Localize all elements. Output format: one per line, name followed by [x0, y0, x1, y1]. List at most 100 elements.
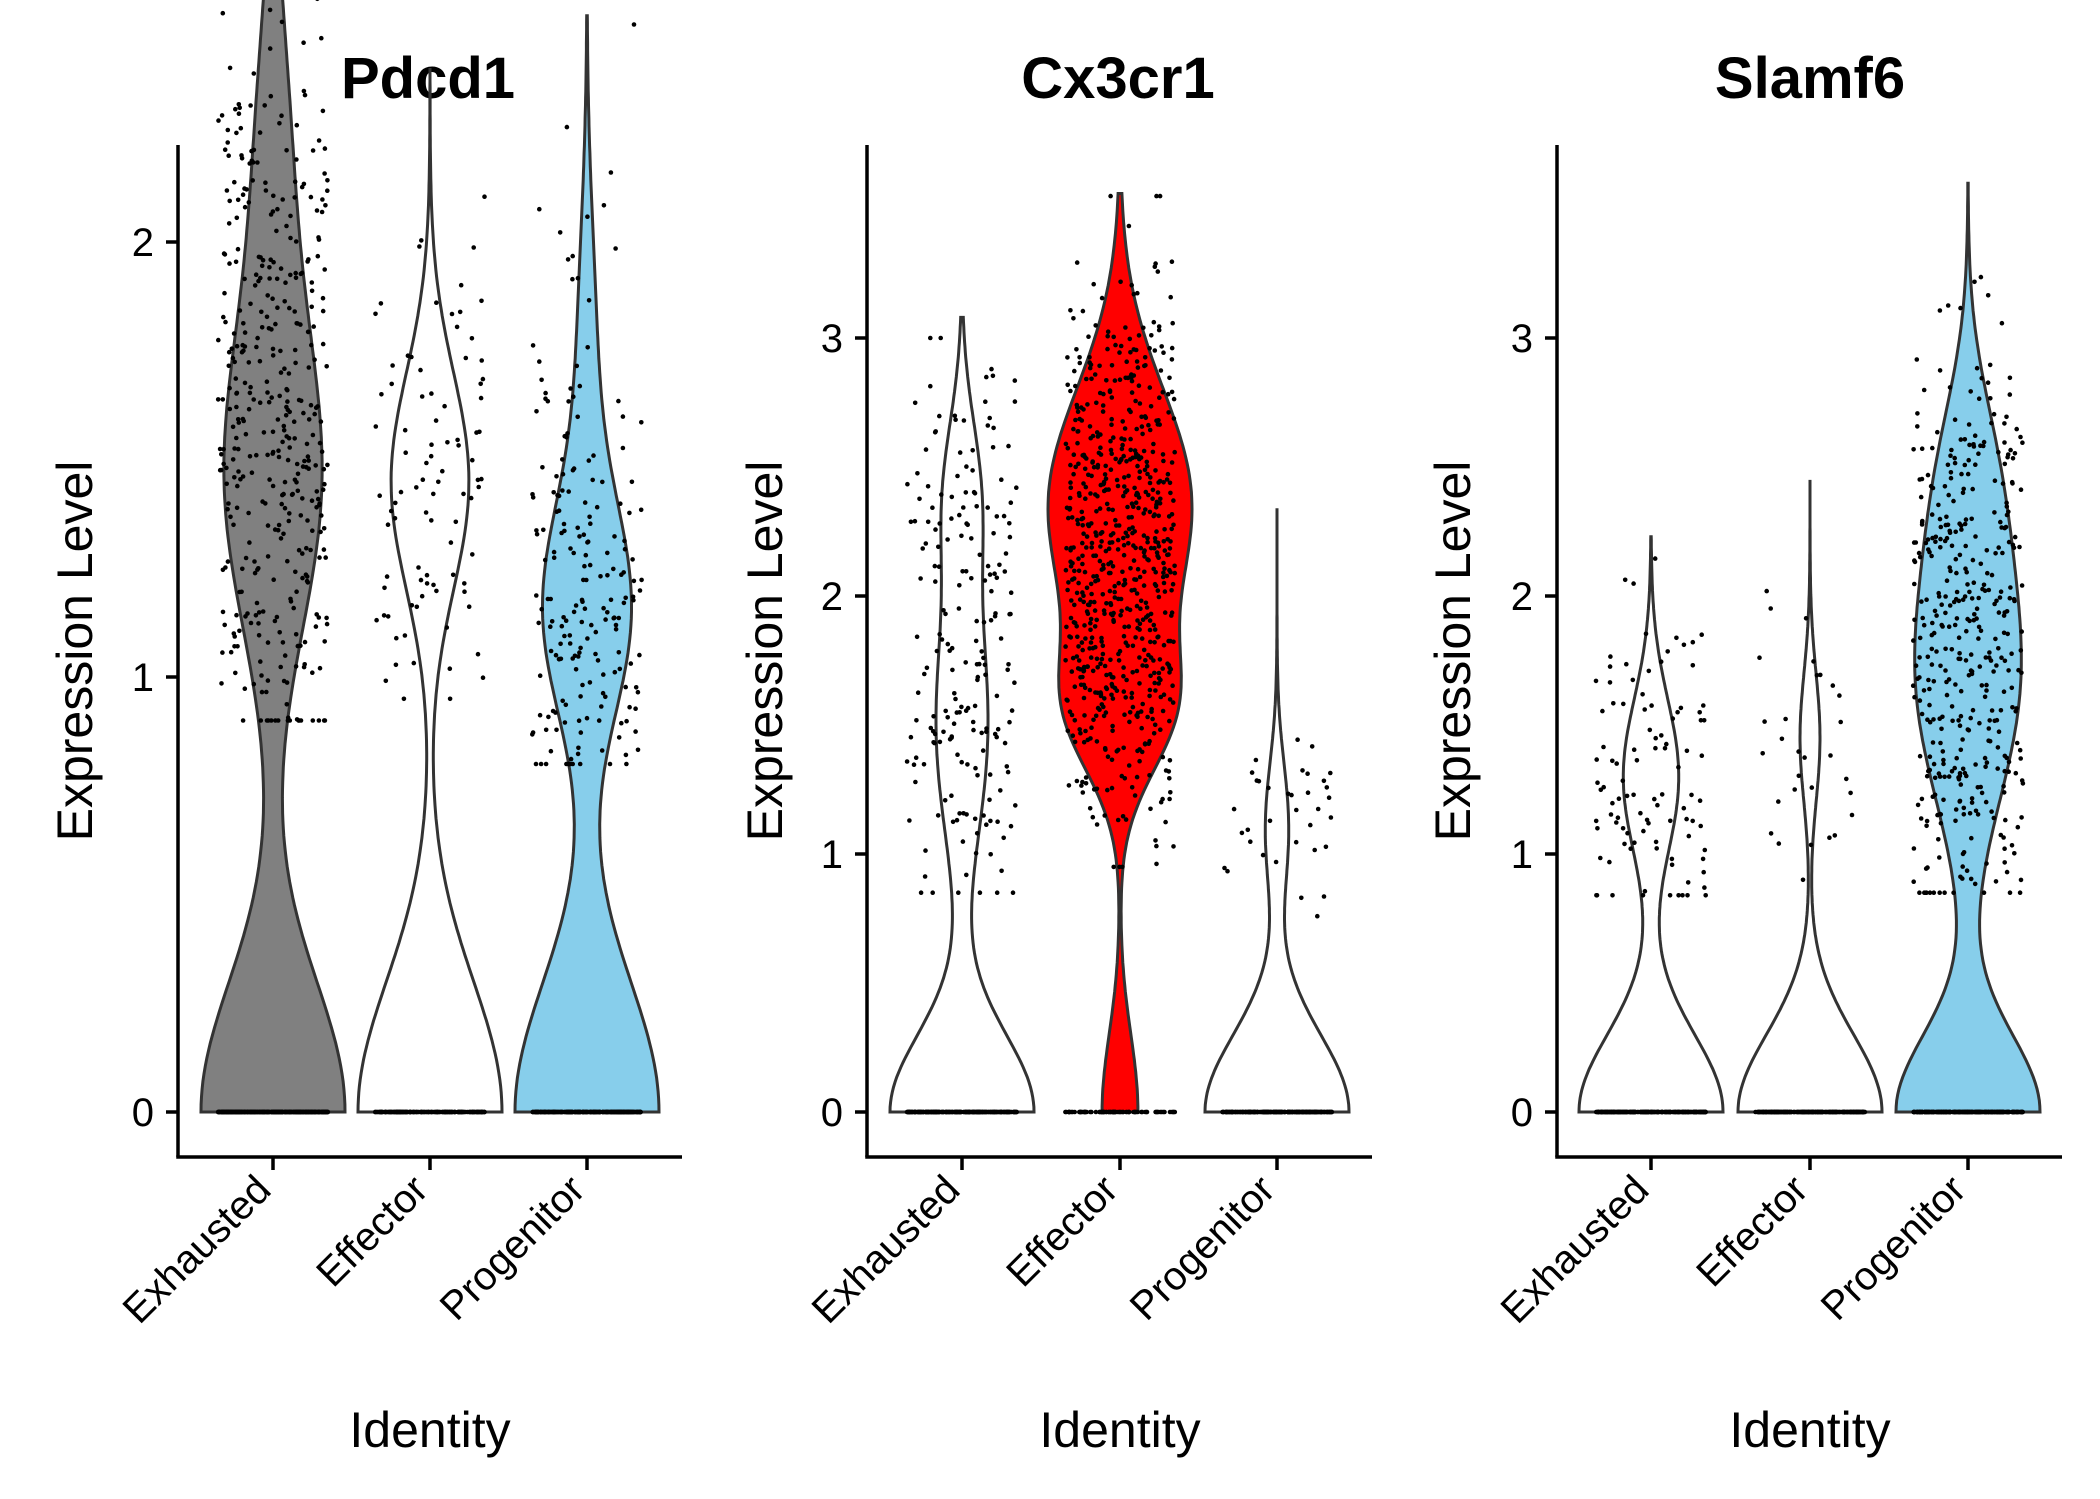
data-point — [1796, 749, 1801, 754]
data-point — [1113, 517, 1118, 523]
data-point — [1680, 893, 1685, 898]
data-point — [1080, 523, 1085, 528]
data-point — [1655, 1109, 1661, 1115]
data-point — [1165, 552, 1170, 558]
data-point — [428, 453, 434, 459]
data-point — [320, 197, 325, 202]
data-point — [1169, 460, 1175, 465]
data-point — [389, 381, 395, 387]
data-point — [1161, 350, 1166, 356]
data-point — [2007, 890, 2013, 895]
data-point — [1127, 710, 1133, 715]
data-point — [1169, 345, 1175, 351]
data-point — [1084, 585, 1090, 591]
data-point — [1944, 692, 1950, 698]
data-point — [454, 324, 460, 330]
data-point — [231, 631, 237, 636]
data-point — [539, 377, 544, 383]
data-point — [256, 610, 262, 615]
data-point — [1964, 628, 1969, 634]
data-point — [999, 868, 1004, 874]
data-point — [1937, 774, 1943, 779]
data-point — [1981, 582, 1987, 588]
data-point — [1947, 565, 1952, 570]
data-point — [534, 531, 540, 537]
data-point — [2009, 685, 2015, 691]
data-point — [1145, 535, 1150, 541]
data-point — [949, 516, 954, 521]
data-point — [296, 718, 302, 723]
data-point — [226, 153, 231, 158]
data-point — [1093, 1109, 1099, 1115]
data-point — [572, 653, 578, 659]
data-point — [568, 386, 573, 391]
data-point — [1124, 459, 1129, 464]
data-point — [564, 124, 570, 130]
data-point — [1101, 566, 1106, 571]
data-point — [253, 272, 259, 278]
data-point — [315, 404, 321, 409]
data-point — [2003, 817, 2008, 823]
data-point — [1082, 685, 1088, 691]
data-point — [1008, 500, 1014, 506]
jitter-points-effector — [1753, 588, 1868, 1115]
data-point — [475, 477, 481, 483]
data-point — [593, 651, 598, 657]
data-point — [1937, 855, 1942, 860]
data-point — [1989, 420, 1994, 426]
data-point — [547, 1109, 552, 1115]
x-axis-title: Identity — [1729, 1402, 1890, 1458]
data-point — [1068, 615, 1074, 621]
data-point — [1100, 651, 1106, 657]
data-point — [308, 547, 313, 553]
jitter-points-exhausted — [904, 335, 1019, 1115]
data-point — [1699, 753, 1705, 758]
data-point — [249, 148, 254, 154]
data-point — [1616, 1109, 1621, 1115]
data-point — [1012, 378, 1018, 383]
data-point — [315, 496, 321, 502]
data-point — [1122, 624, 1127, 630]
data-point — [623, 684, 628, 690]
data-point — [1115, 483, 1121, 489]
data-point — [1147, 480, 1153, 486]
data-point — [1074, 654, 1080, 659]
data-point — [271, 259, 276, 265]
data-point — [1929, 646, 1935, 652]
data-point — [1071, 452, 1077, 458]
data-point — [1123, 530, 1129, 536]
data-point — [1293, 839, 1299, 845]
data-point — [1124, 488, 1130, 493]
data-point — [1170, 581, 1176, 587]
data-point — [373, 1109, 378, 1115]
data-point — [1698, 718, 1704, 723]
data-point — [971, 489, 977, 495]
data-point — [1104, 686, 1110, 692]
data-point — [936, 564, 942, 569]
data-point — [1930, 445, 1935, 451]
data-point — [1690, 663, 1696, 668]
data-point — [1849, 812, 1855, 818]
data-point — [620, 445, 626, 451]
data-point — [1160, 574, 1166, 580]
data-point — [392, 516, 398, 521]
data-point — [271, 577, 277, 582]
data-point — [1992, 510, 1997, 515]
data-point — [1984, 548, 1990, 553]
data-point — [1007, 521, 1012, 526]
data-point — [1974, 606, 1980, 611]
data-point — [1075, 405, 1080, 410]
data-point — [1146, 492, 1151, 498]
data-point — [2009, 651, 2014, 656]
data-point — [444, 625, 450, 630]
data-point — [2018, 487, 2024, 493]
data-point — [456, 443, 461, 448]
data-point — [988, 818, 993, 824]
data-point — [1937, 890, 1942, 895]
data-point — [1943, 522, 1949, 528]
data-point — [378, 301, 384, 306]
data-point — [482, 1109, 487, 1115]
data-point — [1138, 709, 1144, 714]
data-point — [1112, 685, 1118, 691]
data-point — [961, 505, 966, 510]
